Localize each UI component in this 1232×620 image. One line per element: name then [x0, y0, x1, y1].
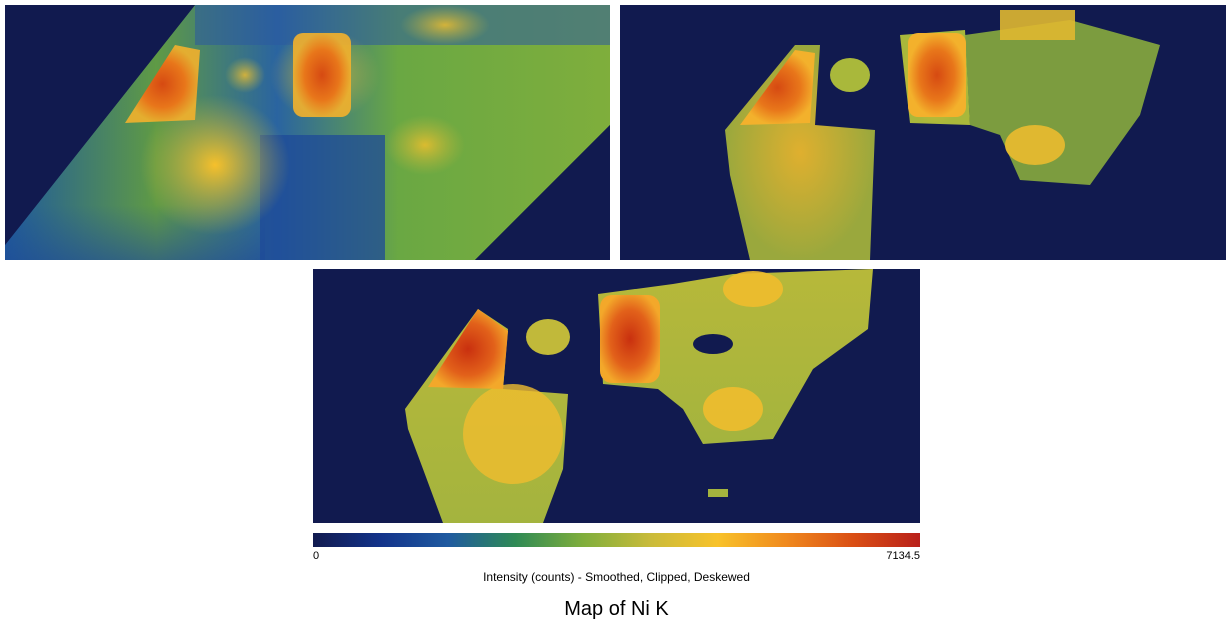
map-title: Map of Ni K: [564, 598, 669, 620]
raw-map-image: [5, 5, 610, 260]
clipped-intensity-map: [620, 5, 1226, 260]
colorbar-caption: Intensity (counts) - Smoothed, Clipped, …: [483, 570, 750, 584]
colorbar-min-label: 0: [313, 550, 320, 562]
colorbar-max-label: 7134.5: [886, 550, 920, 562]
clipped-map-image: [725, 10, 1160, 260]
smoothed-intensity-map: [313, 269, 920, 523]
colorbar: [313, 533, 920, 547]
smoothed-map-image: [405, 269, 873, 523]
raw-intensity-map: [5, 5, 610, 260]
